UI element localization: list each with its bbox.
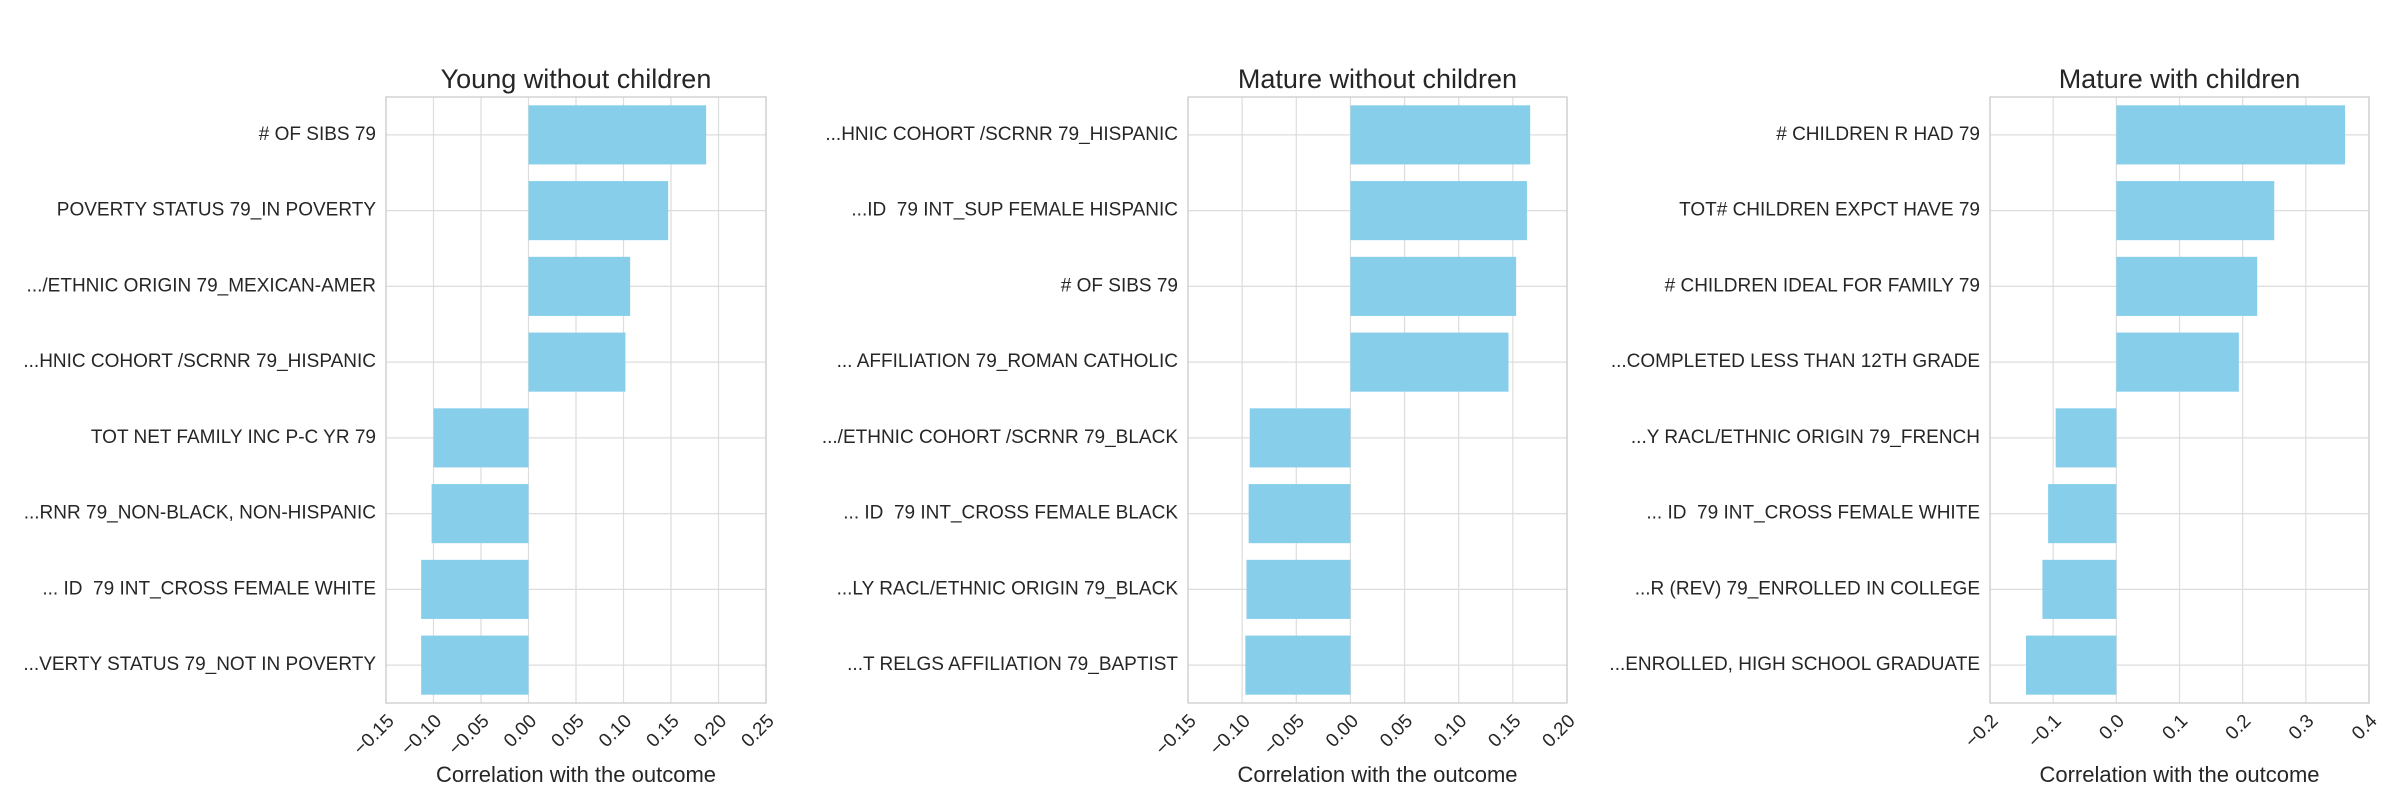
bar (1249, 408, 1351, 468)
bar (2116, 105, 2345, 165)
bar (433, 408, 529, 468)
y-tick-label: ...Y RACL/ETHNIC ORIGIN 79_FRENCH (1631, 427, 1980, 448)
bar (528, 256, 631, 316)
x-tick-label: 0.20 (1539, 711, 1580, 752)
x-tick-label: −0.1 (2024, 711, 2065, 752)
bar (1350, 256, 1517, 316)
bar (1350, 181, 1527, 241)
bar (1248, 484, 1351, 544)
y-tick-label: ...R (REV) 79_ENROLLED IN COLLEGE (1635, 578, 1980, 599)
y-tick-label: ...LY RACL/ETHNIC ORIGIN 79_BLACK (837, 578, 1179, 599)
y-tick-label: ...HNIC COHORT /SCRNR 79_HISPANIC (825, 124, 1178, 145)
bar (1350, 332, 1509, 392)
y-tick-label: ...T RELGS AFFILIATION 79_BAPTIST (847, 654, 1178, 675)
x-tick-label: −0.05 (445, 711, 494, 760)
x-tick-label: −0.05 (1260, 711, 1309, 760)
plot-frame (1187, 96, 1568, 704)
x-tick-label: −0.10 (1206, 711, 1255, 760)
x-tick-label: 0.05 (548, 711, 589, 752)
bar (2055, 408, 2117, 468)
y-tick-label: ... ID 79 INT_CROSS FEMALE BLACK (843, 503, 1178, 524)
chart-title: Young without children (441, 64, 712, 94)
x-tick-label: 0.4 (2348, 710, 2382, 744)
bar (431, 484, 529, 544)
bar (421, 635, 529, 695)
bar (2116, 256, 2258, 316)
x-tick-label: 0.10 (595, 711, 636, 752)
bar (2116, 332, 2239, 392)
x-tick-label: −0.2 (1961, 711, 2002, 752)
y-tick-label: POVERTY STATUS 79_IN POVERTY (57, 200, 377, 221)
bar (1245, 635, 1351, 695)
x-tick-label: 0.15 (643, 711, 684, 752)
x-axis-label: Correlation with the outcome (436, 762, 716, 787)
x-axis-label: Correlation with the outcome (2039, 762, 2319, 787)
x-tick-label: 0.2 (2222, 711, 2256, 745)
x-tick-label: 0.00 (500, 711, 541, 752)
x-tick-label: 0.20 (690, 711, 731, 752)
x-tick-label: 0.15 (1484, 711, 1525, 752)
y-tick-label: ... ID 79 INT_CROSS FEMALE WHITE (1646, 503, 1980, 524)
chart-title: Mature without children (1238, 64, 1517, 94)
y-tick-label: # OF SIBS 79 (1061, 275, 1178, 296)
y-tick-label: # CHILDREN R HAD 79 (1776, 124, 1980, 145)
bar (421, 559, 529, 619)
chart-panel-mature-without-children: ...HNIC COHORT /SCRNR 79_HISPANIC ...ID 7… (822, 64, 1580, 787)
bar (1350, 105, 1531, 165)
y-tick-label: .../ETHNIC COHORT /SCRNR 79_BLACK (822, 427, 1178, 448)
x-axis-label: Correlation with the outcome (1237, 762, 1517, 787)
y-tick-label: ... AFFILIATION 79_ROMAN CATHOLIC (837, 351, 1178, 372)
y-tick-label: ...HNIC COHORT /SCRNR 79_HISPANIC (23, 351, 376, 372)
bar (528, 105, 707, 165)
x-tick-label: −0.15 (350, 711, 399, 760)
x-tick-label: 0.25 (738, 711, 779, 752)
chart-title: Mature with children (2059, 64, 2301, 94)
y-tick-label: TOT# CHILDREN EXPCT HAVE 79 (1679, 200, 1980, 221)
chart-panel-young-without-children: # OF SIBS 79 POVERTY STATUS 79_IN POVERTY… (23, 64, 778, 787)
y-tick-label: # CHILDREN IDEAL FOR FAMILY 79 (1665, 275, 1980, 296)
x-tick-label: 0.1 (2159, 711, 2193, 745)
y-tick-label: ...ENROLLED, HIGH SCHOOL GRADUATE (1609, 654, 1980, 675)
plot-frame (1989, 96, 2370, 704)
chart-panel-mature-with-children: # CHILDREN R HAD 79 TOT# CHILDREN EXPCT H… (1609, 64, 2381, 787)
x-tick-label: −0.15 (1152, 711, 1201, 760)
x-tick-label: −0.10 (397, 711, 446, 760)
bar (2116, 181, 2275, 241)
y-tick-label: .../ETHNIC ORIGIN 79_MEXICAN-AMER (27, 275, 376, 296)
bar (2048, 484, 2117, 544)
bar (528, 181, 669, 241)
bar (1246, 559, 1351, 619)
x-tick-label: 0.0 (2095, 711, 2129, 745)
plot-frame (385, 96, 767, 704)
y-tick-label: ... ID 79 INT_CROSS FEMALE WHITE (42, 578, 376, 599)
y-tick-label: TOT NET FAMILY INC P-C YR 79 (91, 427, 376, 448)
y-tick-label: ...VERTY STATUS 79_NOT IN POVERTY (23, 654, 376, 675)
x-tick-label: 0.10 (1430, 711, 1471, 752)
y-tick-label: ...RNR 79_NON-BLACK, NON-HISPANIC (24, 503, 376, 524)
bar (528, 332, 626, 392)
x-tick-label: 0.00 (1322, 711, 1363, 752)
bar (2042, 559, 2117, 619)
y-tick-label: ...COMPLETED LESS THAN 12TH GRADE (1611, 351, 1980, 372)
bar (2026, 635, 2117, 695)
y-tick-label: # OF SIBS 79 (259, 124, 376, 145)
y-tick-label: ...ID 79 INT_SUP FEMALE HISPANIC (851, 200, 1178, 221)
x-tick-label: 0.3 (2285, 711, 2319, 745)
x-tick-label: 0.05 (1376, 711, 1417, 752)
